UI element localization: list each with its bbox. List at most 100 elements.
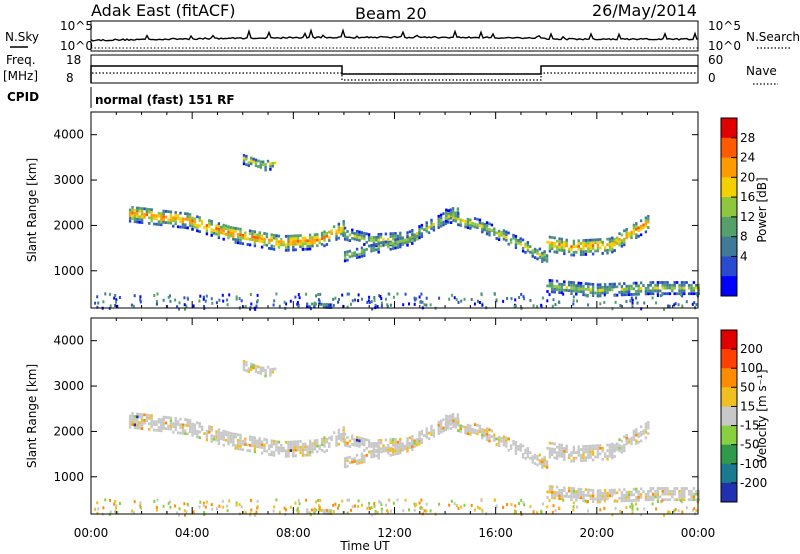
velocity-cell — [337, 437, 341, 440]
velocity-cell — [690, 492, 693, 496]
velocity-cell — [152, 428, 156, 432]
power-cell — [594, 291, 597, 295]
velocity-cell — [353, 440, 356, 444]
velocity-cell — [691, 508, 694, 512]
power-cell — [366, 300, 369, 304]
velocity-cell — [179, 423, 182, 427]
power-cell — [389, 247, 392, 251]
velocity-cell — [394, 452, 397, 456]
velocity-cell — [565, 450, 568, 454]
velocity-cell — [667, 510, 670, 514]
velocity-cell — [313, 507, 316, 511]
velocity-cell — [341, 499, 344, 503]
power-cell — [551, 279, 554, 283]
power-cell — [647, 217, 650, 221]
velocity-cell — [226, 509, 229, 513]
velocity-cell — [697, 492, 700, 496]
velocity-cell — [399, 451, 402, 455]
velocity-cell — [167, 424, 170, 428]
velocity-cell — [157, 429, 161, 432]
velocity-cell — [238, 503, 241, 507]
velocity-cell — [596, 489, 600, 493]
power-cell — [196, 215, 199, 219]
power-cell — [174, 213, 177, 217]
power-cell — [155, 302, 158, 306]
power-cell — [104, 292, 107, 296]
velocity-cell — [370, 442, 373, 445]
power-cell — [663, 307, 665, 311]
power-cell — [184, 217, 187, 221]
velocity-cell — [502, 505, 505, 509]
velocity-cell — [306, 448, 309, 451]
power-cell — [235, 297, 238, 301]
velocity-cell — [332, 431, 336, 435]
velocity-cell — [579, 493, 583, 497]
power-cell — [570, 292, 573, 295]
power-cell — [637, 292, 640, 296]
velocity-cell — [603, 499, 606, 503]
velocity-cell — [459, 424, 462, 428]
power-cell — [473, 302, 476, 306]
power-cell — [306, 242, 309, 245]
power-cell — [256, 299, 259, 303]
power-cell — [245, 157, 248, 161]
power-cell — [263, 232, 266, 235]
colorbar-tick-label: 200 — [740, 342, 763, 356]
y-tick-label: 2000 — [53, 424, 84, 438]
velocity-cell — [427, 437, 431, 441]
velocity-cell — [635, 431, 638, 434]
velocity-cell — [637, 490, 640, 494]
velocity-cell — [625, 496, 628, 500]
power-cell — [292, 245, 295, 249]
power-cell — [439, 213, 443, 217]
velocity-cell — [493, 439, 496, 442]
power-cell — [203, 307, 206, 311]
power-cell — [167, 295, 170, 299]
power-cell — [541, 296, 544, 300]
power-cell — [572, 286, 576, 290]
velocity-cell — [466, 429, 470, 433]
power-cell — [193, 223, 197, 226]
velocity-cell — [531, 458, 534, 461]
power-cell — [272, 233, 276, 237]
power-cell — [656, 286, 660, 290]
velocity-cell — [160, 421, 163, 424]
velocity-cell — [335, 444, 338, 447]
power-cell — [150, 219, 153, 223]
power-cell — [454, 211, 457, 215]
power-cell — [232, 232, 235, 235]
power-cell — [304, 236, 307, 240]
velocity-cell — [389, 438, 392, 442]
power-cell — [639, 289, 643, 293]
power-cell — [342, 222, 345, 226]
power-cell — [523, 297, 526, 301]
power-cell — [608, 248, 612, 252]
power-cell — [635, 225, 638, 228]
power-cell — [145, 213, 149, 217]
velocity-cell — [252, 363, 255, 367]
velocity-cell — [227, 442, 230, 446]
velocity-cell — [275, 445, 278, 449]
velocity-cell — [635, 439, 638, 443]
power-cell — [140, 210, 144, 213]
power-cell — [644, 222, 648, 225]
power-cell — [577, 247, 580, 251]
velocity-cell — [647, 495, 650, 499]
velocity-cell — [663, 487, 667, 490]
velocity-cell — [567, 486, 571, 490]
power-cell — [351, 299, 354, 303]
velocity-cell — [454, 420, 458, 423]
velocity-cell — [204, 505, 207, 509]
power-cell — [540, 303, 543, 307]
colorbar-swatch — [721, 330, 737, 350]
power-cell — [162, 212, 165, 216]
velocity-cell — [150, 419, 153, 423]
power-cell — [690, 289, 693, 293]
velocity-cell — [282, 446, 285, 450]
power-cell — [620, 293, 624, 297]
velocity-cell — [363, 460, 366, 464]
velocity-cell — [613, 491, 616, 495]
power-cell — [632, 232, 636, 235]
power-cell — [271, 161, 274, 165]
velocity-cell — [563, 447, 566, 450]
